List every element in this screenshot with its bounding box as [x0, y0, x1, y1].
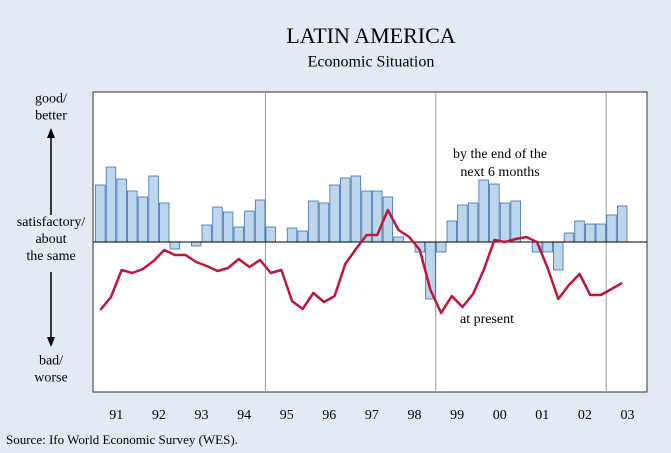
x-tick-label: 92	[152, 408, 166, 423]
bar	[467, 202, 479, 243]
y-label: better	[35, 109, 67, 124]
bar	[190, 241, 202, 247]
bar	[457, 204, 468, 243]
bar	[212, 206, 223, 243]
bar	[105, 166, 117, 243]
bar	[201, 224, 213, 243]
x-tick-label: 03	[621, 408, 635, 423]
bar	[222, 211, 234, 243]
bar	[308, 200, 319, 243]
line	[99, 208, 623, 315]
y-label: about	[35, 232, 66, 247]
x-tick-label: 94	[237, 408, 251, 423]
bar	[574, 220, 585, 243]
x-tick-label: 98	[408, 408, 422, 423]
bar	[499, 202, 511, 243]
x-tick-label: 02	[578, 408, 592, 423]
bar	[286, 227, 298, 243]
x-tick-label: 95	[280, 408, 294, 423]
bar	[148, 175, 159, 243]
bar	[478, 179, 489, 243]
bar	[265, 226, 276, 243]
bar	[318, 202, 330, 243]
y-label: bad/	[39, 354, 63, 369]
bar	[244, 210, 255, 243]
bar	[159, 202, 170, 243]
bar	[393, 236, 404, 243]
annotation: at present	[460, 312, 514, 327]
bar	[595, 223, 607, 243]
chart-subtitle: Economic Situation	[308, 54, 435, 71]
bar	[510, 200, 521, 243]
x-tick-label: 01	[535, 408, 549, 423]
bar	[127, 190, 138, 243]
bar	[340, 177, 351, 243]
bar	[297, 230, 308, 243]
bar	[254, 199, 266, 243]
x-tick-label: 97	[365, 408, 379, 423]
x-tick-label: 93	[195, 408, 209, 423]
bar	[116, 178, 127, 243]
up-arrowhead	[47, 128, 55, 138]
x-tick-label: 00	[493, 408, 507, 423]
bar	[435, 241, 447, 253]
bar	[446, 220, 457, 243]
chart-title: LATIN AMERICA	[286, 23, 455, 48]
y-label: the same	[26, 249, 75, 264]
bar	[233, 226, 244, 243]
annotation: next 6 months	[460, 165, 539, 180]
bar	[329, 184, 340, 243]
y-label: worse	[34, 371, 67, 386]
bar	[606, 214, 617, 243]
y-label: satisfactory/	[17, 215, 86, 230]
x-tick-label: 96	[322, 408, 336, 423]
bar	[542, 241, 553, 253]
bar	[563, 232, 575, 243]
x-tick-label: 91	[109, 408, 123, 423]
bar	[553, 241, 564, 271]
down-arrowhead	[47, 337, 55, 347]
x-tick-label: 99	[450, 408, 464, 423]
bar	[137, 196, 149, 243]
bar	[350, 175, 362, 243]
bar	[489, 183, 500, 243]
annotation: by the end of the	[453, 147, 547, 162]
source: Source: Ifo World Economic Survey (WES).	[6, 432, 238, 447]
bar	[616, 205, 628, 243]
bar	[95, 184, 106, 243]
y-label: good/	[35, 92, 67, 107]
bar	[169, 241, 181, 250]
bar	[585, 223, 596, 243]
